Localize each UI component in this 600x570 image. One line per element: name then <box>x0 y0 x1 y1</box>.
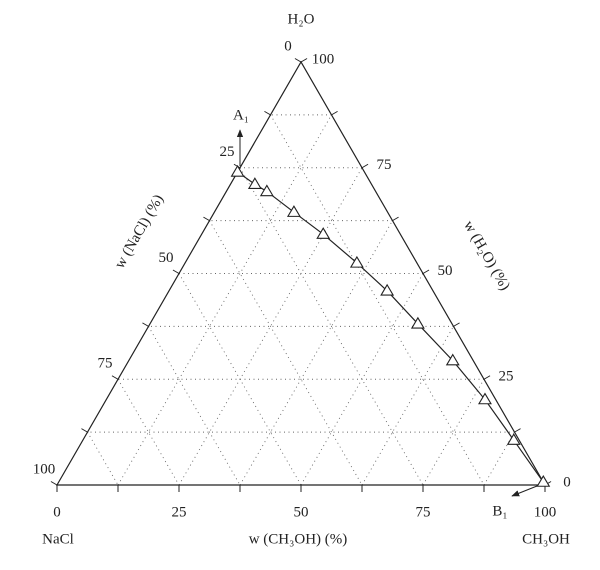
tick-label: 50 <box>294 504 309 520</box>
grid-line <box>270 114 485 486</box>
tick-mark <box>392 216 399 222</box>
tick-mark <box>142 322 149 327</box>
data-point <box>247 177 262 189</box>
tick-label: 50 <box>159 250 174 266</box>
data-point <box>316 227 331 239</box>
data-point <box>380 283 395 296</box>
tick-mark <box>514 428 521 433</box>
tick-mark <box>300 58 308 63</box>
tick-label: 50 <box>438 263 453 279</box>
grid-line <box>361 326 454 486</box>
data-line <box>237 171 544 483</box>
annotation: A₁ <box>233 107 249 123</box>
tick-mark <box>50 481 58 486</box>
data-point <box>349 255 364 268</box>
data-point <box>478 392 492 405</box>
vertex-label: H₂O <box>288 11 315 27</box>
tick-mark <box>111 375 119 380</box>
data-point <box>410 316 425 329</box>
tick-mark <box>483 375 491 380</box>
grid-line <box>87 431 119 486</box>
data-point <box>259 184 274 197</box>
tick-label: 25 <box>220 144 235 160</box>
tick-label: 0 <box>563 474 571 490</box>
grid-line <box>209 220 363 486</box>
grid-line <box>239 220 393 486</box>
data-point <box>536 474 551 487</box>
tick-mark <box>331 110 338 116</box>
data-point <box>286 205 301 217</box>
axis-title: w (CH₃OH) (%) <box>249 531 348 547</box>
tick-mark <box>81 428 88 433</box>
tick-label: 75 <box>416 504 431 520</box>
grid-line <box>117 114 332 486</box>
vertex-label: CH₃OH <box>522 531 570 547</box>
tick-mark <box>264 110 271 116</box>
tick-label: 100 <box>312 51 335 67</box>
tick-mark <box>422 269 430 274</box>
tick-mark <box>453 322 460 327</box>
annotation: B₁ <box>492 503 507 519</box>
grid <box>87 114 515 486</box>
data-point <box>506 433 521 445</box>
tick-label: 75 <box>98 356 113 372</box>
grid-line <box>300 273 424 486</box>
tick-mark <box>361 163 369 169</box>
axis-title: w (H₂O) (%) <box>460 218 513 293</box>
tick-label: 25 <box>499 369 514 385</box>
grid-line <box>148 326 241 486</box>
tick-label: 0 <box>284 38 292 54</box>
data-point <box>445 353 460 366</box>
tick-label: 75 <box>377 157 392 173</box>
tick-mark <box>294 58 302 63</box>
tick-label: 25 <box>172 504 187 520</box>
tick-label: 100 <box>534 504 557 520</box>
vertex-label: NaCl <box>42 531 74 547</box>
tick-mark <box>172 269 180 274</box>
tick-label: 0 <box>53 504 61 520</box>
tick-mark <box>203 216 210 222</box>
tick-label: 100 <box>33 461 56 477</box>
data-point <box>230 164 245 177</box>
